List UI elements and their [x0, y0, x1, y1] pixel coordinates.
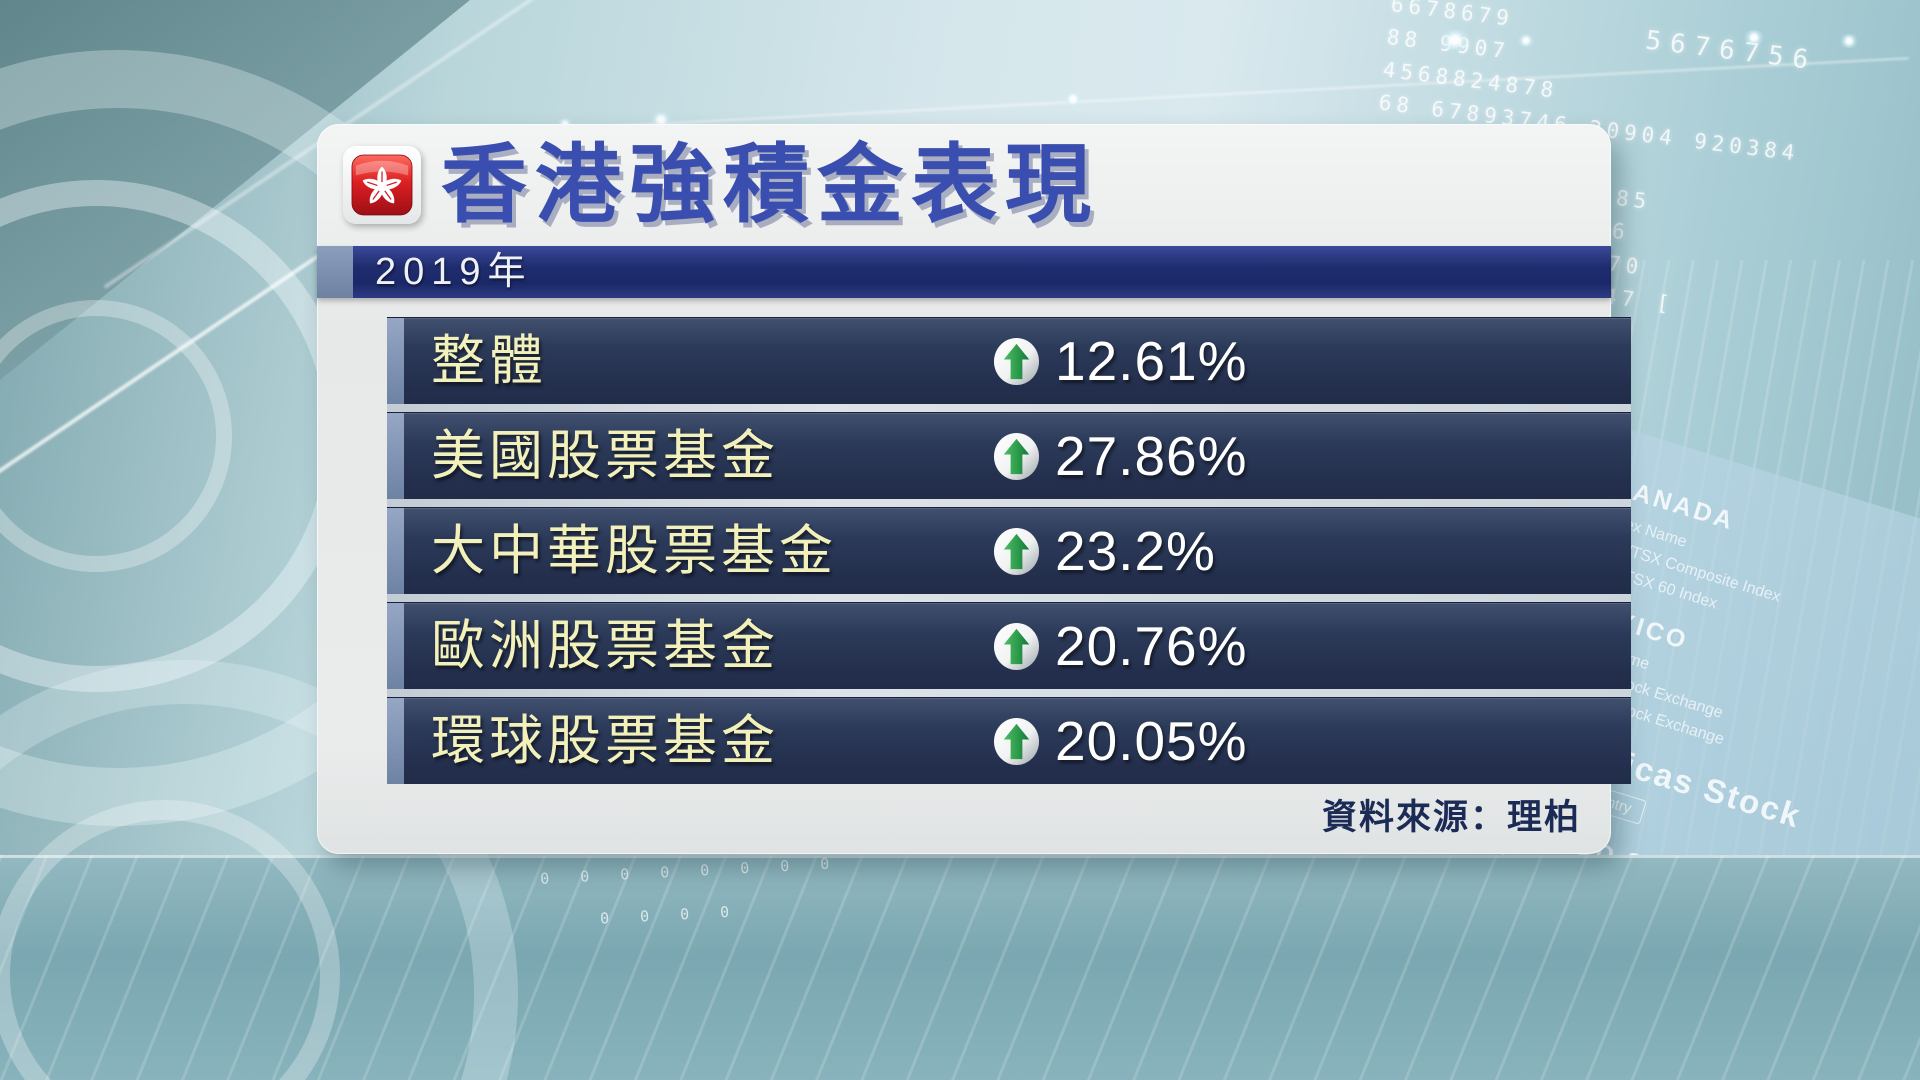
row-value: 20.05%: [1055, 710, 1248, 772]
row-value: 27.86%: [1055, 425, 1248, 487]
lens-flare: [1438, 30, 1472, 50]
row-label: 整體: [431, 331, 547, 391]
row-divider: [387, 499, 1631, 507]
lens-flare: [1742, 30, 1766, 45]
row-divider: [387, 689, 1631, 697]
up-arrow-icon: [993, 717, 1040, 765]
hk-flag-icon: [351, 154, 413, 216]
up-arrow-icon: [993, 622, 1040, 670]
row-accent-strip: [387, 508, 404, 594]
table-row: 整體 12.61%: [387, 317, 1631, 404]
year-label: 2019年: [375, 251, 533, 293]
row-value-group: 20.05%: [993, 698, 1248, 784]
table-row: 美國股票基金 27.86%: [387, 412, 1631, 499]
source-note: 資料來源：理柏: [1321, 798, 1581, 837]
year-bar: 2019年: [317, 246, 1611, 298]
row-accent-strip: [387, 413, 404, 499]
row-value: 12.61%: [1055, 330, 1248, 392]
mpf-performance-panel: 香港強積金表現 2019年 整體 12.61% 美: [317, 124, 1631, 854]
row-label: 環球股票基金: [431, 711, 779, 771]
performance-table: 整體 12.61% 美國股票基金 2: [387, 317, 1631, 784]
table-row: 歐洲股票基金 20.76%: [387, 602, 1631, 689]
row-value: 23.2%: [1055, 520, 1216, 582]
row-value-group: 12.61%: [993, 318, 1248, 404]
up-arrow-icon: [993, 527, 1040, 575]
row-accent-strip: [387, 318, 404, 404]
year-bar-notch: [317, 246, 353, 298]
up-arrow-icon: [993, 432, 1040, 480]
row-value-group: 20.76%: [993, 603, 1248, 689]
table-row: 環球股票基金 20.05%: [387, 697, 1631, 784]
row-label: 大中華股票基金: [431, 521, 837, 581]
row-value: 20.76%: [1055, 615, 1248, 677]
row-accent-strip: [387, 698, 404, 784]
up-arrow-icon: [993, 337, 1040, 385]
row-accent-strip: [387, 603, 404, 689]
hk-flag-tile: [343, 146, 421, 224]
row-value-group: 23.2%: [993, 508, 1216, 594]
row-divider: [387, 594, 1631, 602]
lens-flare: [1838, 34, 1860, 48]
page-title: 香港強積金表現: [441, 137, 1099, 233]
table-row: 大中華股票基金 23.2%: [387, 507, 1631, 594]
panel-header: 香港強積金表現: [317, 124, 1611, 246]
row-value-group: 27.86%: [993, 413, 1248, 499]
lens-flare: [1062, 92, 1084, 106]
lens-flare: [1516, 34, 1536, 47]
row-label: 美國股票基金: [431, 426, 779, 486]
row-label: 歐洲股票基金: [431, 616, 779, 676]
row-divider: [387, 404, 1631, 412]
